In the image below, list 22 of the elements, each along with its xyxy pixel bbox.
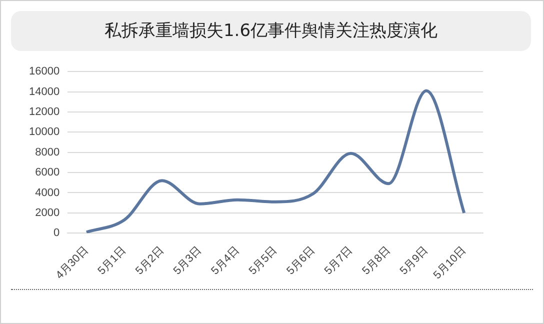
y-tick-label: 16000 xyxy=(28,66,60,78)
x-tick-label: 4月30日 xyxy=(54,244,91,282)
y-tick-label: 6000 xyxy=(35,166,60,179)
x-tick-label: 5月9日 xyxy=(398,244,431,278)
x-tick-label: 5月6日 xyxy=(284,244,318,278)
line-series xyxy=(84,89,466,234)
x-tick-label: 5月2日 xyxy=(134,244,166,278)
x-tick-label: 5月8日 xyxy=(360,244,393,278)
y-tick-label: 4000 xyxy=(35,186,60,199)
y-tick-label: 0 xyxy=(53,227,60,240)
y-tick-label: 12000 xyxy=(28,106,60,118)
x-tick-label: 5月5日 xyxy=(246,244,280,278)
x-tick-label: 5月7日 xyxy=(322,244,356,278)
x-tick-label: 5月4日 xyxy=(209,244,242,278)
y-tick-label: 8000 xyxy=(35,146,60,158)
x-tick-label: 5月3日 xyxy=(171,244,204,278)
x-tick-label: 5月10日 xyxy=(431,244,468,282)
y-tick-label: 10000 xyxy=(28,126,60,138)
x-tick-label: 5月1日 xyxy=(96,244,128,278)
y-tick-label: 14000 xyxy=(28,86,60,98)
chart-title: 私拆承重墙损失1.6亿事件舆情关注热度演化 xyxy=(11,11,531,51)
y-tick-label: 2000 xyxy=(35,206,60,219)
